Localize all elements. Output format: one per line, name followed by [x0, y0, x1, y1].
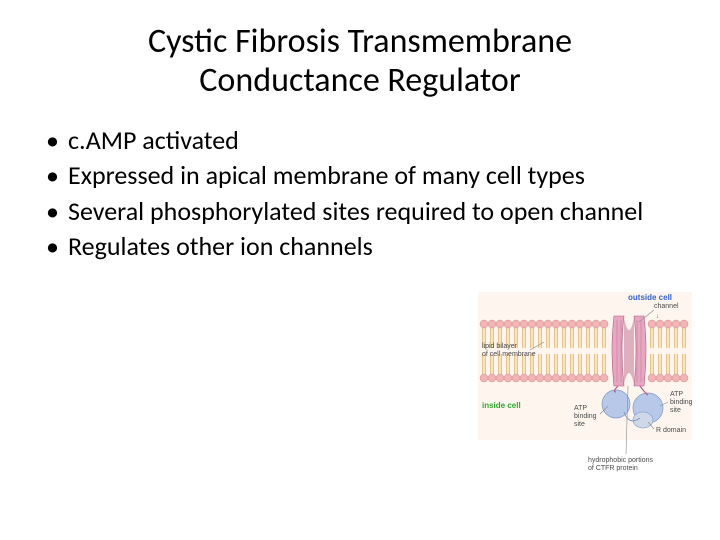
svg-text:of cell membrane: of cell membrane	[482, 351, 536, 358]
bullet-item: c.AMP activated	[46, 124, 680, 157]
svg-text:channel: channel	[654, 303, 679, 310]
bullet-item: Regulates other ion channels	[46, 230, 680, 263]
svg-text:outside cell: outside cell	[628, 293, 672, 302]
bullet-list: c.AMP activated Expressed in apical memb…	[46, 124, 680, 263]
svg-text:inside cell: inside cell	[482, 401, 521, 410]
svg-text:lipid bilayer: lipid bilayer	[482, 343, 518, 350]
bullet-text: Expressed in apical membrane of many cel…	[68, 159, 585, 191]
bullet-text: c.AMP activated	[68, 124, 239, 156]
svg-text:binding: binding	[574, 413, 597, 420]
svg-text:binding: binding	[670, 399, 692, 406]
title-line-1: Cystic Fibrosis Transmembrane	[148, 21, 572, 62]
svg-text:site: site	[670, 407, 681, 414]
svg-text:of CTFR protein: of CTFR protein	[588, 465, 638, 472]
slide: Cystic Fibrosis Transmembrane Conductanc…	[0, 0, 720, 540]
svg-text:hydrophobic portions: hydrophobic portions	[588, 457, 653, 464]
bullet-item: Several phosphorylated sites required to…	[46, 195, 680, 228]
svg-text:ATP: ATP	[670, 391, 683, 398]
bullet-item: Expressed in apical membrane of many cel…	[46, 159, 680, 192]
title-line-2: Conductance Regulator	[199, 60, 520, 101]
bullet-text: Regulates other ion channels	[68, 230, 373, 262]
bullet-text: Several phosphorylated sites required to…	[68, 195, 643, 227]
svg-text:↓: ↓	[656, 314, 659, 320]
slide-title: Cystic Fibrosis Transmembrane Conductanc…	[40, 22, 680, 100]
svg-text:R domain: R domain	[656, 427, 686, 434]
cftr-diagram: outside cellchannel ↓ lipid bilayerof cell…	[478, 292, 692, 492]
svg-text:ATP: ATP	[574, 405, 587, 412]
svg-text:site: site	[574, 421, 585, 428]
